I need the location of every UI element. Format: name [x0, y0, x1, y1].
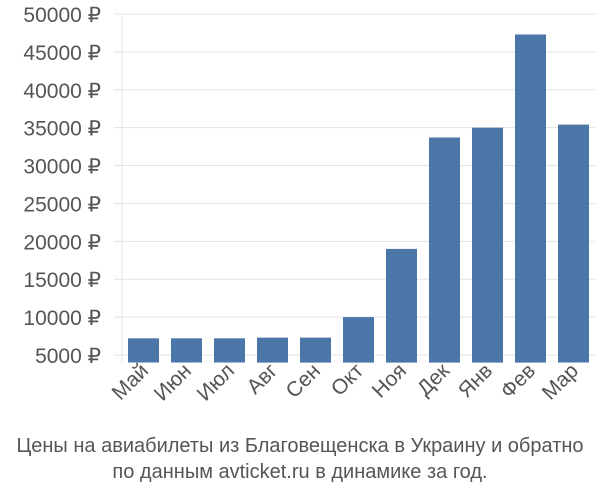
x-tick-label: Фев	[496, 359, 540, 403]
y-tick-label: 25000 ₽	[23, 193, 101, 216]
bar-8	[429, 137, 460, 363]
x-tick-label: Сен	[282, 359, 325, 402]
x-tick-label: Окт	[327, 359, 369, 401]
bar-9	[472, 127, 503, 363]
chart-caption-line-1: Цены на авиабилеты из Благовещенска в Ук…	[16, 435, 584, 457]
bar-4	[257, 337, 288, 363]
x-tick-label: Янв	[454, 359, 497, 402]
bar-2	[171, 338, 202, 363]
bar-7	[386, 248, 417, 363]
y-tick-label: 50000 ₽	[23, 4, 101, 27]
y-tick-label: 15000 ₽	[23, 269, 101, 292]
x-tick-label: Июл	[193, 359, 239, 405]
bar-6	[343, 317, 374, 363]
y-tick-label: 45000 ₽	[23, 42, 101, 65]
bar-10	[515, 34, 546, 363]
chart-caption-line-2: по данным avticket.ru в динамике за год.	[112, 461, 488, 483]
x-tick-label: Авг	[243, 359, 283, 399]
y-tick-label: 30000 ₽	[23, 156, 101, 179]
x-tick-label: Дек	[413, 359, 455, 401]
y-tick-label: 35000 ₽	[23, 118, 101, 141]
bars	[128, 34, 589, 363]
y-tick-label: 10000 ₽	[23, 307, 101, 330]
bar-5	[300, 337, 331, 363]
x-tick-label: Май	[108, 359, 153, 404]
y-tick-label: 40000 ₽	[23, 80, 101, 103]
x-tick-label: Мар	[538, 359, 583, 404]
price-bar-chart: 5000 ₽ 10000 ₽ 15000 ₽ 20000 ₽ 25000 ₽ 30000 …	[23, 4, 595, 406]
x-tick-label: Ноя	[368, 359, 411, 402]
y-axis-ticks: 5000 ₽ 10000 ₽ 15000 ₽ 20000 ₽ 25000 ₽ 30000 …	[23, 4, 101, 368]
bar-1	[128, 338, 159, 363]
grid-lines	[114, 13, 595, 362]
bar-3	[214, 338, 245, 363]
x-tick-label: Июн	[150, 359, 196, 405]
bar-11	[558, 124, 589, 363]
y-tick-label: 20000 ₽	[23, 231, 101, 254]
y-tick-label: 5000 ₽	[35, 345, 101, 368]
